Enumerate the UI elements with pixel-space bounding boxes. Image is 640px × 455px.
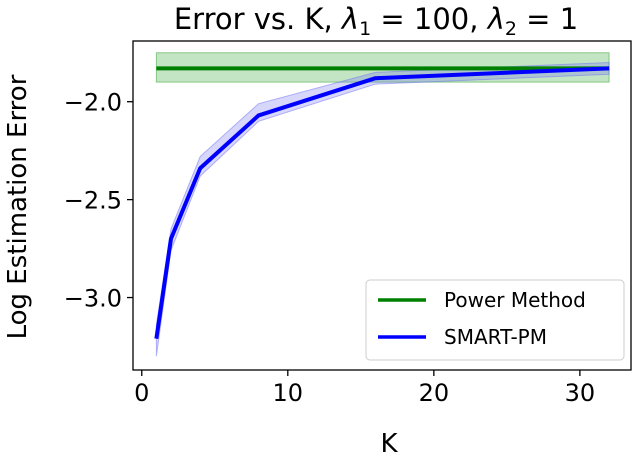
legend-box <box>365 279 625 361</box>
x-tick-label: 20 <box>419 379 450 407</box>
line-smart-pm <box>154 66 610 339</box>
x-tick-label: 0 <box>134 379 149 407</box>
x-tick-label: 30 <box>565 379 596 407</box>
title-eq-1: = 100, <box>371 2 488 36</box>
y-tick-label: −2.5 <box>64 187 122 215</box>
plot-frame <box>132 40 632 371</box>
legend: Power Method SMART-PM <box>365 279 625 361</box>
x-axis-label: K <box>380 429 398 455</box>
x-tick-label: 10 <box>273 379 304 407</box>
title-lambda-2: λ <box>486 2 505 36</box>
title-sub-1: 1 <box>359 18 371 40</box>
y-axis-label: Log Estimation Error <box>3 74 33 339</box>
y-tick-label: −3.0 <box>64 285 122 313</box>
legend-label-power-method: Power Method <box>444 288 586 312</box>
title-prefix: Error vs. K, <box>174 2 342 36</box>
y-tick-label: −2.0 <box>64 89 122 117</box>
series-lines <box>154 66 610 339</box>
legend-label-smart-pm: SMART-PM <box>444 325 547 349</box>
title-eq-2: = 1 <box>517 2 578 36</box>
title-sub-2: 2 <box>505 18 517 40</box>
title-lambda-1: λ <box>340 2 359 36</box>
chart-title: Error vs. K, λ1 = 100, λ2 = 1 <box>174 2 578 40</box>
axes: 0 10 20 30 −3.0 −2.5 −2.0 <box>64 40 632 407</box>
